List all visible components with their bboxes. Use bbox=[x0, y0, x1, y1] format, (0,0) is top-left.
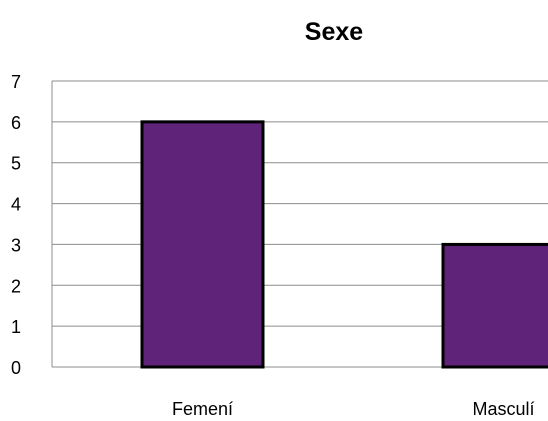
x-axis-category-labels: Femení Masculí bbox=[172, 399, 535, 419]
y-tick-label: 5 bbox=[11, 154, 21, 174]
y-axis-ticks: 0 1 2 3 4 5 6 7 bbox=[11, 72, 21, 378]
y-tick-label: 7 bbox=[11, 72, 21, 92]
y-tick-label: 1 bbox=[11, 317, 21, 337]
y-tick-label: 4 bbox=[11, 195, 21, 215]
chart-title: Sexe bbox=[305, 18, 363, 46]
y-tick-label: 0 bbox=[11, 358, 21, 378]
x-category-label: Masculí bbox=[472, 399, 534, 419]
y-tick-label: 2 bbox=[11, 276, 21, 296]
y-tick-label: 3 bbox=[11, 235, 21, 255]
bar-0 bbox=[142, 122, 263, 367]
bar-1 bbox=[443, 244, 548, 367]
y-tick-label: 6 bbox=[11, 113, 21, 133]
x-category-label: Femení bbox=[172, 399, 233, 419]
